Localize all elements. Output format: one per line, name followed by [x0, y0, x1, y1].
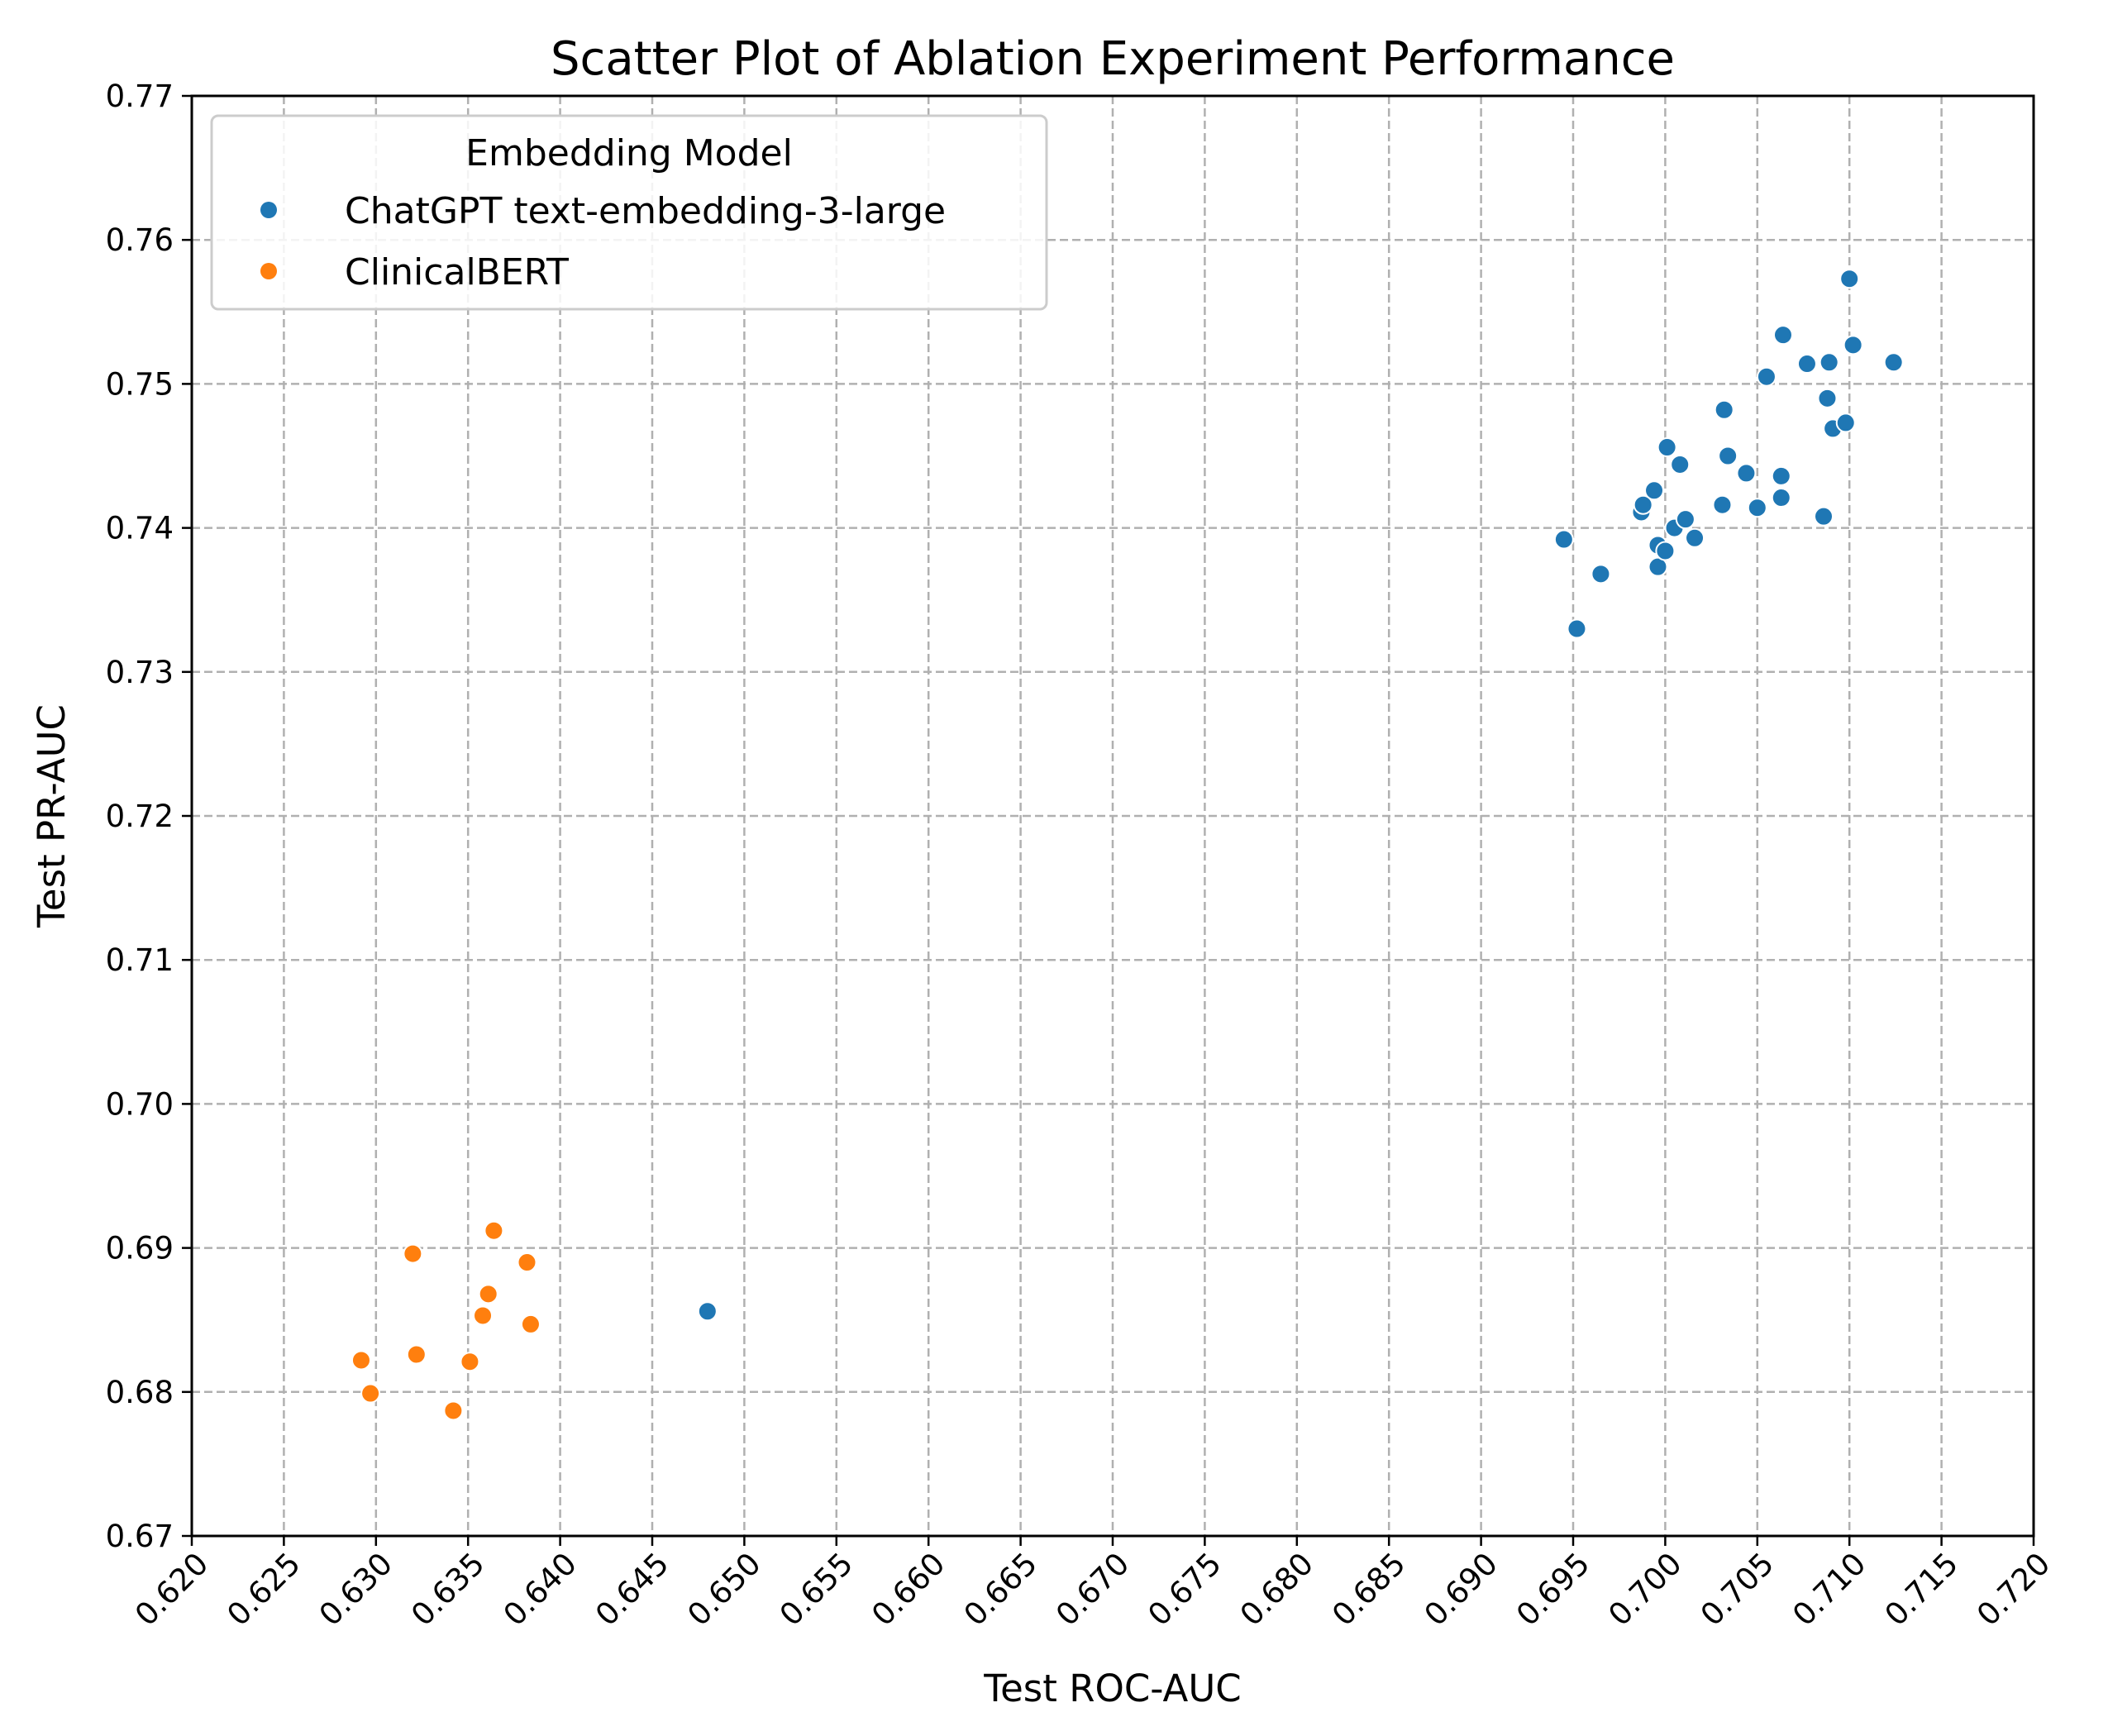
y-tick-label: 0.67 [106, 1519, 174, 1554]
x-tick-label: 0.665 [957, 1546, 1044, 1633]
x-axis-label: Test ROC-AUC [983, 1667, 1241, 1710]
data-point-chatgpt [1747, 498, 1767, 518]
data-point-chatgpt [1567, 618, 1587, 639]
x-tick-label: 0.685 [1325, 1546, 1412, 1633]
grid-lines [190, 94, 2035, 1538]
legend-entry-chatgpt: ChatGPT text-embedding-3-large [345, 190, 946, 232]
data-point-chatgpt [1718, 446, 1738, 466]
x-axis-ticks: 0.620 0.625 0.630 0.635 0.640 0.645 0.650 0.655… [128, 1536, 2057, 1633]
data-point-chatgpt [1655, 541, 1676, 561]
data-point-chatgpt [1772, 325, 1793, 346]
data-point-clinicalbert [473, 1305, 494, 1326]
y-tick-label: 0.68 [106, 1375, 174, 1410]
data-point-chatgpt [1685, 527, 1705, 548]
y-tick-label: 0.75 [106, 366, 174, 402]
x-tick-label: 0.635 [404, 1546, 491, 1633]
data-point-chatgpt [1883, 352, 1904, 373]
data-point-chatgpt [697, 1301, 718, 1322]
legend-marker-clinicalbert [260, 263, 277, 279]
data-point-chatgpt [1839, 269, 1860, 289]
x-tick-label: 0.645 [589, 1546, 675, 1633]
x-tick-label: 0.680 [1233, 1546, 1320, 1633]
data-point-chatgpt [1817, 388, 1838, 408]
y-tick-label: 0.73 [106, 655, 174, 690]
data-point-clinicalbert [360, 1383, 381, 1404]
data-point-chatgpt [1644, 480, 1665, 501]
data-point-clinicalbert [460, 1352, 480, 1372]
x-tick-label: 0.715 [1878, 1546, 1965, 1633]
y-tick-label: 0.74 [106, 511, 174, 546]
y-tick-label: 0.76 [106, 222, 174, 258]
data-point-chatgpt [1591, 564, 1611, 584]
x-tick-label: 0.675 [1141, 1546, 1228, 1633]
chart-title: Scatter Plot of Ablation Experiment Perf… [551, 32, 1675, 86]
x-tick-label: 0.690 [1418, 1546, 1505, 1633]
data-point-clinicalbert [406, 1344, 427, 1365]
data-point-chatgpt [1771, 465, 1791, 486]
data-point-chatgpt [1736, 463, 1757, 484]
data-point-chatgpt [1771, 488, 1791, 508]
data-point-chatgpt [1712, 494, 1733, 515]
x-tick-label: 0.655 [773, 1546, 860, 1633]
y-tick-label: 0.71 [106, 942, 174, 978]
y-tick-label: 0.70 [106, 1086, 174, 1122]
legend-marker-chatgpt [260, 202, 277, 218]
y-tick-label: 0.72 [106, 799, 174, 834]
x-tick-label: 0.620 [128, 1546, 215, 1633]
data-point-clinicalbert [517, 1252, 537, 1273]
x-tick-label: 0.700 [1601, 1546, 1688, 1633]
legend: Embedding Model ChatGPT text-embedding-3… [210, 114, 1048, 311]
x-tick-label: 0.650 [680, 1546, 767, 1633]
x-tick-label: 0.695 [1509, 1546, 1596, 1633]
y-tick-label: 0.77 [106, 79, 174, 114]
data-points [351, 269, 1904, 1421]
data-point-clinicalbert [403, 1243, 423, 1264]
y-axis-ticks: 0.67 0.68 0.69 0.70 0.71 0.72 0.73 0.74 0.75 0.76… [106, 79, 192, 1554]
x-tick-label: 0.630 [312, 1546, 399, 1633]
data-point-clinicalbert [351, 1350, 371, 1371]
x-tick-label: 0.640 [497, 1546, 584, 1633]
data-point-chatgpt [1814, 506, 1834, 527]
data-point-chatgpt [1648, 556, 1668, 577]
legend-box [210, 114, 1048, 311]
data-point-chatgpt [1819, 352, 1839, 373]
data-point-chatgpt [1675, 509, 1695, 530]
data-point-chatgpt [1756, 366, 1777, 387]
x-tick-label: 0.625 [220, 1546, 307, 1633]
x-tick-label: 0.720 [1970, 1546, 2057, 1633]
legend-title: Embedding Model [465, 132, 793, 174]
legend-entry-clinicalbert: ClinicalBERT [345, 251, 569, 293]
data-point-chatgpt [1657, 437, 1677, 458]
data-point-chatgpt [1714, 399, 1734, 420]
data-point-chatgpt [1553, 529, 1574, 550]
data-point-chatgpt [1835, 413, 1856, 433]
data-point-clinicalbert [520, 1314, 541, 1334]
y-axis-label: Test PR-AUC [30, 704, 74, 928]
data-point-chatgpt [1633, 494, 1653, 515]
y-tick-label: 0.69 [106, 1231, 174, 1266]
data-point-clinicalbert [478, 1284, 498, 1304]
x-tick-label: 0.660 [865, 1546, 951, 1633]
data-point-clinicalbert [443, 1400, 464, 1421]
data-point-clinicalbert [484, 1220, 504, 1241]
x-tick-label: 0.710 [1786, 1546, 1872, 1633]
data-point-chatgpt [1843, 335, 1863, 355]
x-tick-label: 0.670 [1049, 1546, 1136, 1633]
x-tick-label: 0.705 [1694, 1546, 1781, 1633]
data-point-chatgpt [1796, 354, 1817, 374]
data-point-chatgpt [1670, 454, 1691, 475]
